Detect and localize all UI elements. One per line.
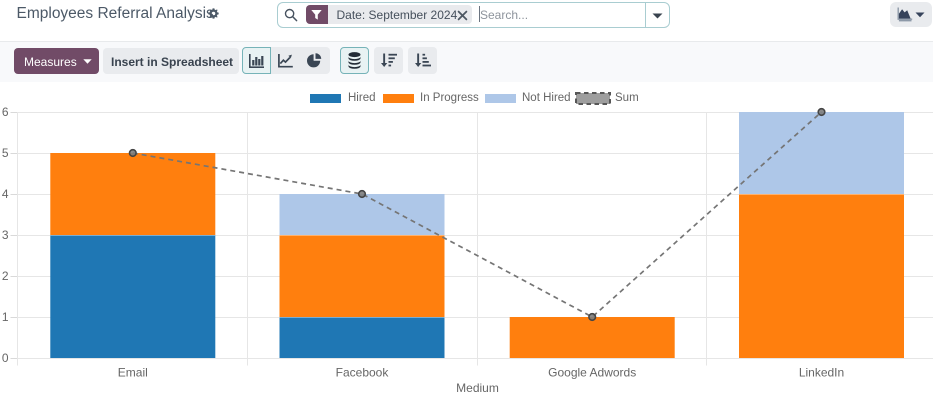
- svg-text:Medium: Medium: [456, 381, 499, 395]
- svg-text:Facebook: Facebook: [336, 366, 390, 380]
- svg-text:1: 1: [2, 310, 9, 324]
- svg-text:0: 0: [2, 351, 9, 365]
- svg-text:2: 2: [2, 269, 9, 283]
- svg-text:Email: Email: [118, 366, 148, 380]
- svg-text:5: 5: [2, 146, 9, 160]
- svg-text:LinkedIn: LinkedIn: [799, 366, 844, 380]
- svg-text:Google Adwords: Google Adwords: [548, 366, 636, 380]
- svg-text:4: 4: [2, 187, 9, 201]
- svg-text:6: 6: [2, 105, 9, 119]
- svg-text:3: 3: [2, 228, 9, 242]
